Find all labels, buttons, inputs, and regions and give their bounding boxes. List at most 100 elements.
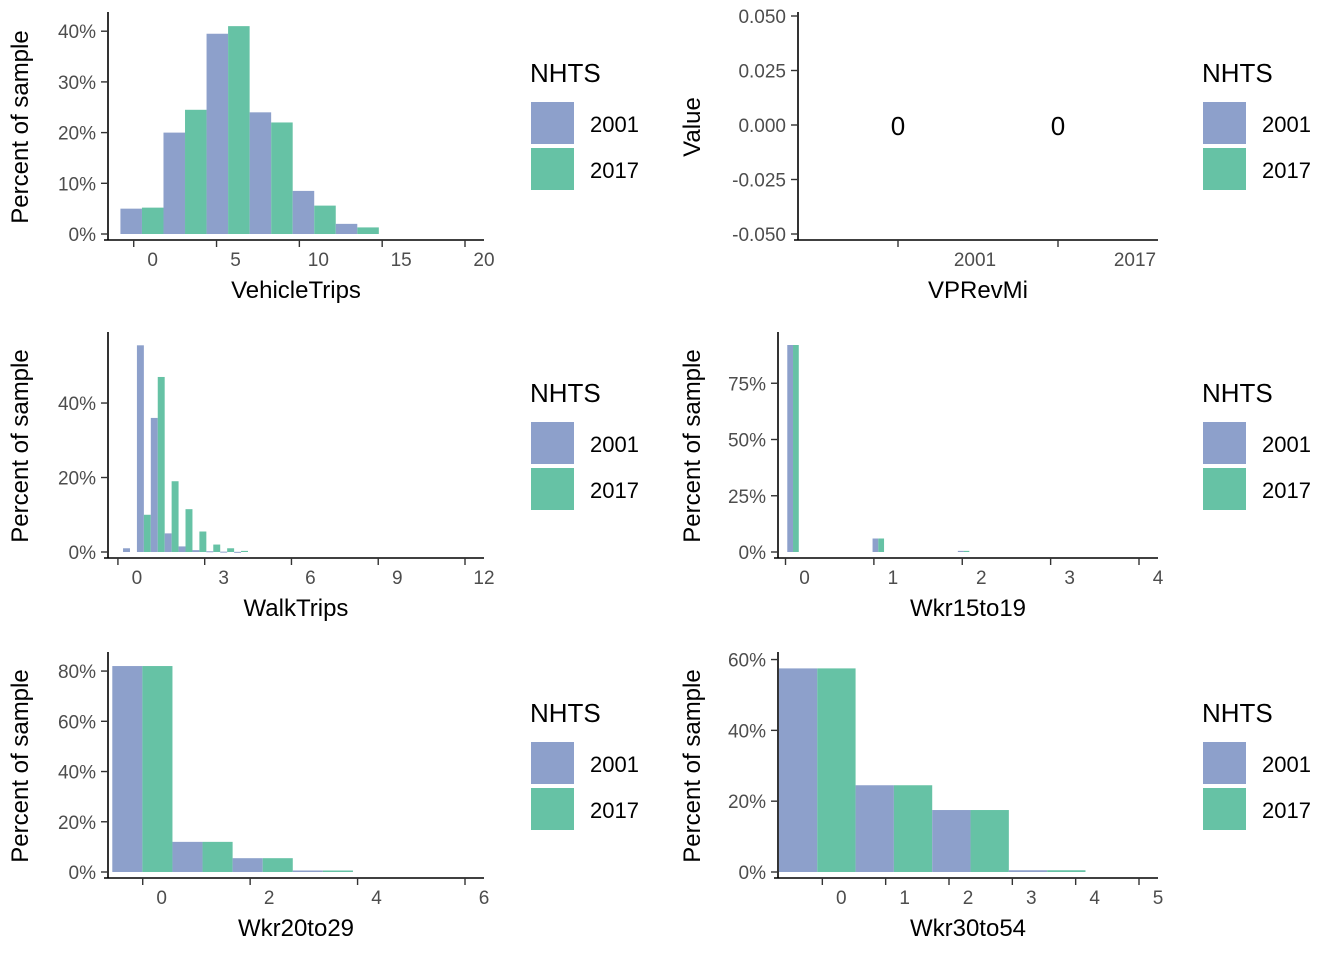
y-tick-label: 50% <box>728 431 766 452</box>
legend-title: NHTS <box>530 698 601 728</box>
legend: NHTS 2001 2017 <box>1202 698 1311 830</box>
bar-2017-bin-7 <box>227 548 235 552</box>
bar-2001-bin-2 <box>932 810 971 872</box>
x-tick-label: 2 <box>264 888 275 909</box>
bar-2017-bin-1 <box>143 514 151 552</box>
y-tick-label: 0% <box>69 543 97 564</box>
legend-label-2001: 2001 <box>590 112 639 137</box>
legend-label-2017: 2017 <box>590 798 639 823</box>
legend-title: NHTS <box>530 378 601 408</box>
x-tick-label: 2 <box>976 568 987 589</box>
legend: NHTS 2001 2017 <box>1202 378 1311 510</box>
bar-2001-bin-0 <box>123 548 130 552</box>
x-tick-label: 0 <box>147 250 158 271</box>
bar-2001-bin-0 <box>787 345 794 552</box>
legend-label-2017: 2017 <box>1262 158 1311 183</box>
x-tick-label: 10 <box>308 250 329 271</box>
bar-2017-bin-4 <box>185 509 193 552</box>
y-tick-label: -0.050 <box>732 225 786 246</box>
bar-2001-bin-1 <box>855 785 894 872</box>
data-label-2017: 0 <box>1051 111 1065 141</box>
bar-2001-bin-1 <box>163 132 186 234</box>
legend-swatch-2001 <box>1203 742 1246 784</box>
y-tick-label: -0.025 <box>732 171 786 192</box>
x-tick-label: 9 <box>392 568 403 589</box>
x-tick-label: 2 <box>963 888 974 909</box>
legend: NHTS 2001 2017 <box>530 698 639 830</box>
legend-swatch-2001 <box>531 742 574 784</box>
legend-label-2001: 2001 <box>590 432 639 457</box>
bar-2017-bin-1 <box>893 785 933 872</box>
legend-label-2001: 2001 <box>1262 112 1311 137</box>
bar-2017-bin-0 <box>141 207 164 234</box>
y-tick-label: 10% <box>58 174 96 195</box>
panel-vehicletrips: 0% 10% 20% 30% 40% 0 5 10 15 20 VehicleTrips Percen… <box>7 12 639 304</box>
y-tick-label: 20% <box>58 813 96 834</box>
bar-2017-bin-8 <box>241 550 248 552</box>
x-tick-label: 5 <box>1153 888 1164 909</box>
bar-2017-bin-2 <box>963 550 970 552</box>
data-label-2001: 0 <box>891 111 905 141</box>
y-tick-label: 20% <box>58 124 96 145</box>
bar-2001-bin-2 <box>957 550 964 552</box>
y-tick-label: 0% <box>69 863 97 884</box>
bar-2001-bin-2 <box>206 33 229 234</box>
bar-2001-bin-3 <box>1008 870 1048 872</box>
legend-label-2001: 2001 <box>1262 752 1311 777</box>
panel-wkr20to29: 0% 20% 40% 60% 80% 0 2 4 6 Wkr20to29 Percent of sa… <box>7 652 639 942</box>
bar-2017-bin-4 <box>314 205 336 234</box>
legend-swatch-2017 <box>531 468 574 510</box>
bar-2017-bin-2 <box>157 376 165 552</box>
bar-2001-bin-1 <box>136 345 144 552</box>
x-tick-label: 3 <box>1064 568 1075 589</box>
y-tick-label: 40% <box>728 721 766 742</box>
panel-walktrips: 0% 20% 40% 0 3 6 9 12 WalkTrips Percent of sample… <box>7 332 639 622</box>
x-tick-label: 4 <box>371 888 382 909</box>
legend: NHTS 2001 2017 <box>530 58 639 190</box>
y-tick-label: 40% <box>58 394 96 415</box>
x-tick-label: 4 <box>1089 888 1100 909</box>
legend-swatch-2001 <box>531 102 574 144</box>
x-tick-label: 3 <box>218 568 229 589</box>
x-tick-label: 6 <box>479 888 490 909</box>
y-tick-label: 0.050 <box>738 7 786 28</box>
panel-vprevmi: 0.050 0.025 0.000 -0.025 -0.050 2001 0 2017 0 VPR… <box>679 7 1311 304</box>
x-tick-label: 0 <box>799 568 810 589</box>
bar-2017-bin-1 <box>878 538 885 552</box>
legend-swatch-2017 <box>1203 468 1246 510</box>
legend-swatch-2017 <box>531 788 574 830</box>
y-tick-label: 40% <box>58 763 96 784</box>
y-tick-label: 20% <box>58 469 96 490</box>
x-tick-label: 0 <box>836 888 847 909</box>
bar-2017-bin-3 <box>322 870 353 872</box>
legend-swatch-2001 <box>1203 422 1246 464</box>
bar-2017-bin-3 <box>271 122 293 234</box>
bar-2001-bin-2 <box>150 417 158 552</box>
y-axis-title: Percent of sample <box>679 349 706 542</box>
y-tick-label: 0% <box>739 543 767 564</box>
bar-2001-bin-5 <box>335 223 358 234</box>
bar-2001-bin-2 <box>232 858 263 872</box>
bar-2017-bin-2 <box>970 810 1009 872</box>
y-tick-label: 30% <box>58 73 96 94</box>
y-axis-title: Percent of sample <box>7 669 34 862</box>
bar-2017-bin-1 <box>202 841 233 872</box>
x-tick-label: 0 <box>156 888 167 909</box>
bar-2001-bin-3 <box>249 112 272 234</box>
x-tick-label: 4 <box>1153 568 1164 589</box>
bar-2001-bin-6 <box>206 551 214 553</box>
x-axis-title: VPRevMi <box>928 277 1028 304</box>
bar-2001-bin-0 <box>120 208 142 234</box>
y-axis-title: Percent of sample <box>679 669 706 862</box>
bar-2017-bin-1 <box>185 109 207 234</box>
x-axis-title: VehicleTrips <box>231 277 361 304</box>
y-tick-label: 20% <box>728 792 766 813</box>
bar-2001-bin-1 <box>872 538 879 552</box>
y-tick-label: 60% <box>728 651 766 672</box>
bar-2017-bin-2 <box>228 26 250 235</box>
bar-2017-bin-3 <box>1047 870 1086 872</box>
x-tick-label: 2001 <box>954 250 996 271</box>
x-tick-label: 5 <box>230 250 241 271</box>
x-tick-label: 1 <box>899 888 910 909</box>
panel-wkr15to19: 0% 25% 50% 75% 0 1 2 3 4 Wkr15to19 Percent of samp… <box>679 332 1311 622</box>
